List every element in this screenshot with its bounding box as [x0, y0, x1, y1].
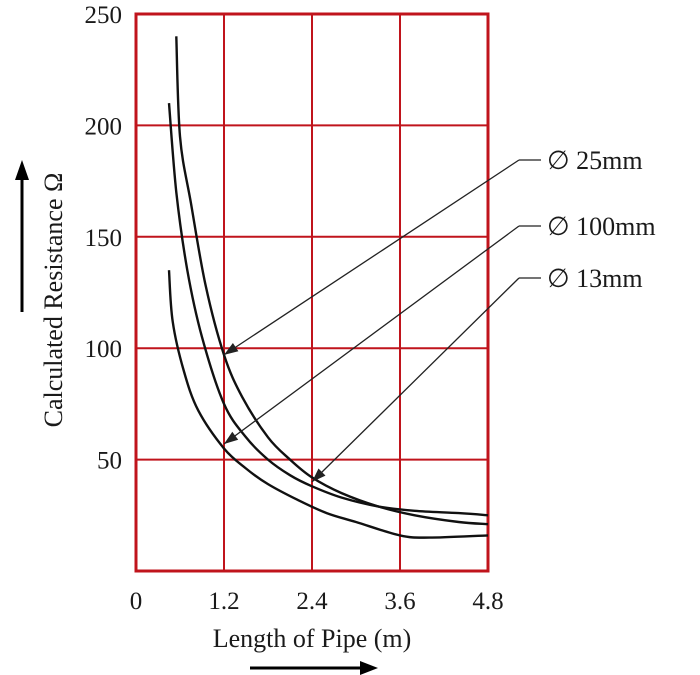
grid	[136, 14, 488, 571]
leader-arrowhead	[224, 431, 239, 444]
leader-line	[311, 277, 520, 483]
leader-line	[223, 159, 520, 356]
y-tick-labels: 50 100 150 200 250	[85, 2, 123, 475]
y-tick-label: 50	[97, 448, 122, 475]
plot-frame	[134, 12, 490, 573]
leader-arrowhead	[224, 343, 239, 355]
y-axis-title: Calculated Resistance Ω	[39, 173, 68, 428]
y-tick-label: 150	[85, 225, 123, 252]
x-tick-labels: 0 1.2 2.4 3.6 4.8	[130, 588, 504, 615]
leader-arrowhead	[312, 468, 326, 482]
annotation-leaders	[223, 159, 541, 483]
y-tick-label: 250	[85, 2, 123, 29]
curve-13mm	[167, 270, 489, 539]
y-tick-label: 200	[85, 113, 123, 140]
curve-labels: ∅ 25mm ∅ 100mm ∅ 13mm	[547, 146, 656, 293]
curve-label-13mm: ∅ 13mm	[547, 264, 643, 293]
curve-label-25mm: ∅ 25mm	[547, 146, 643, 175]
curve-25mm	[175, 36, 489, 526]
x-tick-label: 3.6	[384, 588, 415, 615]
x-tick-label: 1.2	[208, 588, 239, 615]
curve-100mm	[167, 103, 489, 517]
x-axis-arrow	[250, 661, 378, 675]
curves	[167, 36, 489, 539]
leader-line	[223, 225, 520, 445]
x-tick-label: 4.8	[472, 588, 503, 615]
x-tick-label: 2.4	[296, 588, 328, 615]
curve-label-100mm: ∅ 100mm	[547, 212, 656, 241]
x-axis-title: Length of Pipe (m)	[213, 624, 412, 653]
y-tick-label: 100	[85, 336, 123, 363]
y-axis-arrow	[15, 160, 29, 312]
x-tick-label: 0	[130, 588, 143, 615]
